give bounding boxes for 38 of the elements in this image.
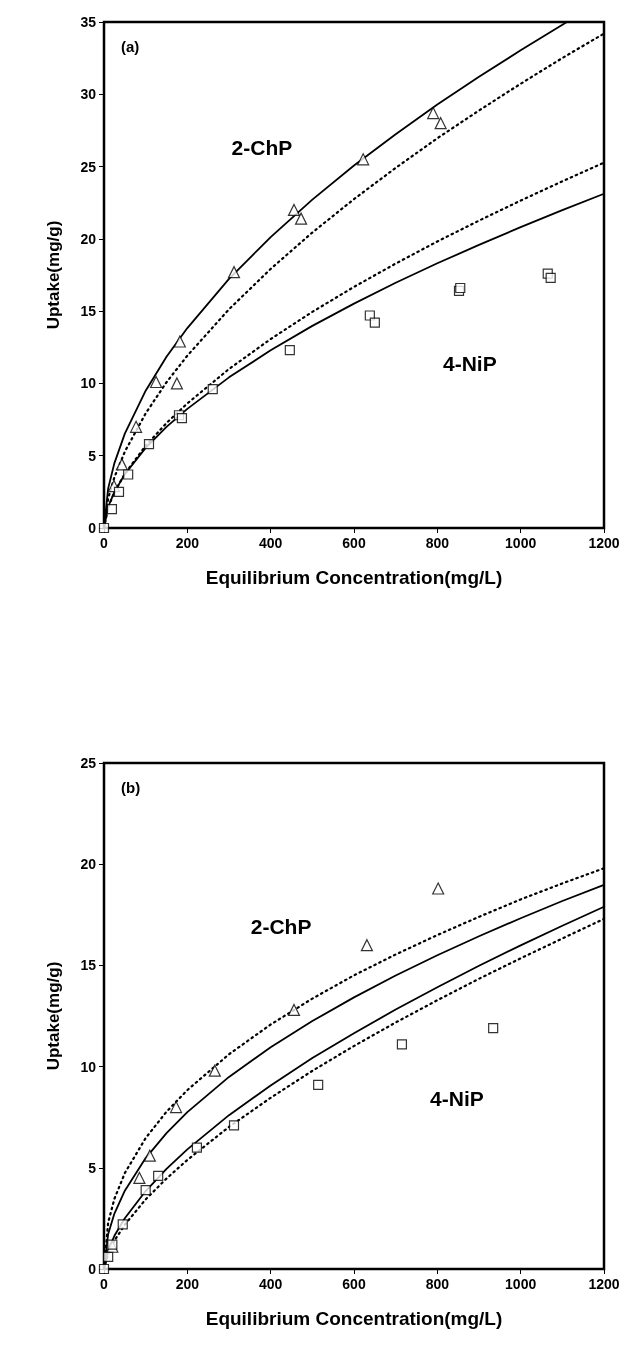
annotation: 2-ChP (231, 136, 293, 160)
y-tick-label: 20 (80, 856, 97, 873)
annotation: 4-NiP (442, 351, 497, 375)
x-tick-label: 200 (175, 535, 200, 551)
x-tick-label: 0 (100, 1276, 109, 1292)
y-tick-label: 20 (80, 230, 97, 247)
x-axis-title: Equilibrium Concentration(mg/L) (205, 567, 503, 588)
x-tick-label: 400 (258, 535, 283, 551)
annotation: 2-ChP (250, 915, 312, 939)
x-tick-label: 1000 (505, 1276, 537, 1292)
y-tick-label: 0 (88, 520, 97, 536)
y-tick-label: 5 (88, 447, 97, 464)
y-tick-label: 25 (80, 755, 97, 771)
x-tick-label: 200 (175, 1276, 200, 1292)
y-axis-title: Uptake(mg/g) (44, 220, 63, 330)
x-tick-label: 1000 (505, 535, 537, 551)
annotation: 4-NiP (430, 1087, 484, 1111)
y-axis-title: Uptake(mg/g) (44, 961, 63, 1071)
x-tick-label: 800 (425, 1276, 450, 1292)
y-tick-label: 15 (80, 957, 97, 974)
x-tick-label: 600 (342, 1276, 366, 1292)
y-tick-label: 5 (88, 1159, 97, 1176)
y-tick-label: 25 (80, 158, 97, 175)
x-tick-label: 800 (425, 535, 450, 551)
text: (b) (121, 779, 141, 796)
y-tick-label: 10 (80, 375, 97, 392)
x-tick-label: 1200 (588, 1276, 620, 1292)
x-tick-label: 1200 (588, 535, 620, 551)
y-tick-label: 0 (88, 1261, 97, 1277)
x-tick-label: 0 (100, 535, 109, 551)
y-tick-label: 10 (80, 1058, 97, 1075)
x-tick-label: 400 (258, 1276, 283, 1292)
y-tick-label: 15 (80, 303, 97, 320)
x-axis-title: Equilibrium Concentration(mg/L) (205, 1308, 503, 1329)
y-tick-label: 30 (80, 86, 97, 103)
text: (a) (121, 38, 140, 55)
x-tick-label: 600 (342, 535, 366, 551)
y-tick-label: 35 (80, 14, 97, 30)
